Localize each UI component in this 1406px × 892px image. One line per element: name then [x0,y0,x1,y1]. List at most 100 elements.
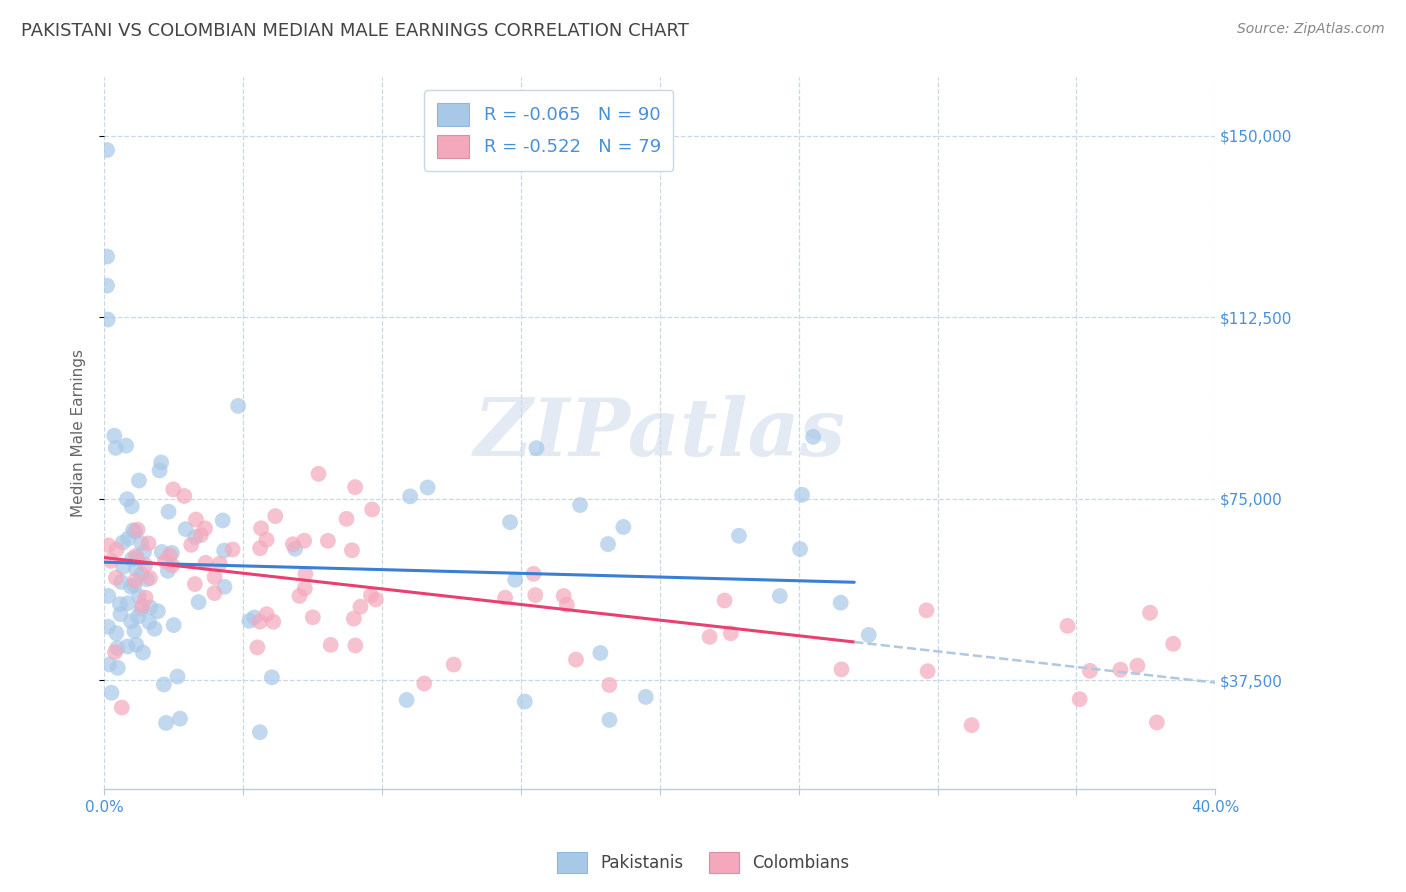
Point [349,599,371,614]
Point [112,559,135,574]
Point [569,498,592,512]
Legend: Pakistanis, Colombians: Pakistanis, Colombians [550,846,856,880]
Point [115,492,138,507]
Point [105,542,128,557]
Point [120,580,142,594]
Point [494,591,516,605]
Point [190,528,212,542]
Point [150,545,173,559]
Point [96,278,118,293]
Point [769,589,792,603]
Point [127,523,149,537]
Point [127,609,149,624]
Point [150,455,173,469]
Point [249,615,271,629]
Point [124,524,146,539]
Point [104,571,127,585]
Point [335,512,357,526]
Point [344,639,367,653]
Point [174,522,197,536]
Point [100,554,122,568]
Point [115,439,138,453]
Point [97,312,120,326]
Point [132,545,155,559]
Text: PAKISTANI VS COLOMBIAN MEDIAN MALE EARNINGS CORRELATION CHART: PAKISTANI VS COLOMBIAN MEDIAN MALE EARNI… [21,22,689,40]
Point [124,574,146,588]
Point [162,558,184,573]
Point [180,538,202,552]
Point [184,577,207,591]
Point [260,670,283,684]
Point [713,593,735,607]
Point [121,500,143,514]
Y-axis label: Median Male Earnings: Median Male Earnings [72,350,86,517]
Point [598,713,620,727]
Point [104,441,127,455]
Point [184,530,207,544]
Point [256,607,278,622]
Point [360,589,382,603]
Point [728,529,751,543]
Point [790,488,813,502]
Point [361,502,384,516]
Point [97,538,120,552]
Point [110,607,132,622]
Point [125,550,148,565]
Point [153,677,176,691]
Point [281,537,304,551]
Point [128,474,150,488]
Point [97,620,120,634]
Point [399,489,422,503]
Point [135,591,157,605]
Point [915,603,938,617]
Point [1078,664,1101,678]
Point [124,578,146,592]
Legend: R = -0.065   N = 90, R = -0.522   N = 79: R = -0.065 N = 90, R = -0.522 N = 79 [425,90,673,170]
Point [169,712,191,726]
Point [105,640,128,655]
Point [173,489,195,503]
Point [156,564,179,578]
Point [204,586,226,600]
Point [98,657,121,672]
Point [256,533,278,547]
Point [159,549,181,563]
Point [830,596,852,610]
Point [125,549,148,563]
Point [288,589,311,603]
Point [524,588,547,602]
Point [129,602,152,616]
Point [138,536,160,550]
Point [184,512,207,526]
Point [111,700,134,714]
Text: ZIPatlas: ZIPatlas [474,394,846,472]
Point [1069,692,1091,706]
Point [294,582,316,596]
Point [212,543,235,558]
Point [801,430,824,444]
Point [134,558,156,572]
Point [343,612,366,626]
Point [1139,606,1161,620]
Point [513,694,536,708]
Point [204,570,226,584]
Point [131,536,153,550]
Point [589,646,612,660]
Point [166,669,188,683]
Point [960,718,983,732]
Point [246,640,269,655]
Point [553,589,575,603]
Point [122,523,145,537]
Point [208,557,231,571]
Point [139,600,162,615]
Point [163,618,186,632]
Point [155,715,177,730]
Point [135,572,157,586]
Point [117,640,139,654]
Point [301,610,323,624]
Point [117,532,139,546]
Point [416,481,439,495]
Point [187,595,209,609]
Point [1146,715,1168,730]
Point [316,533,339,548]
